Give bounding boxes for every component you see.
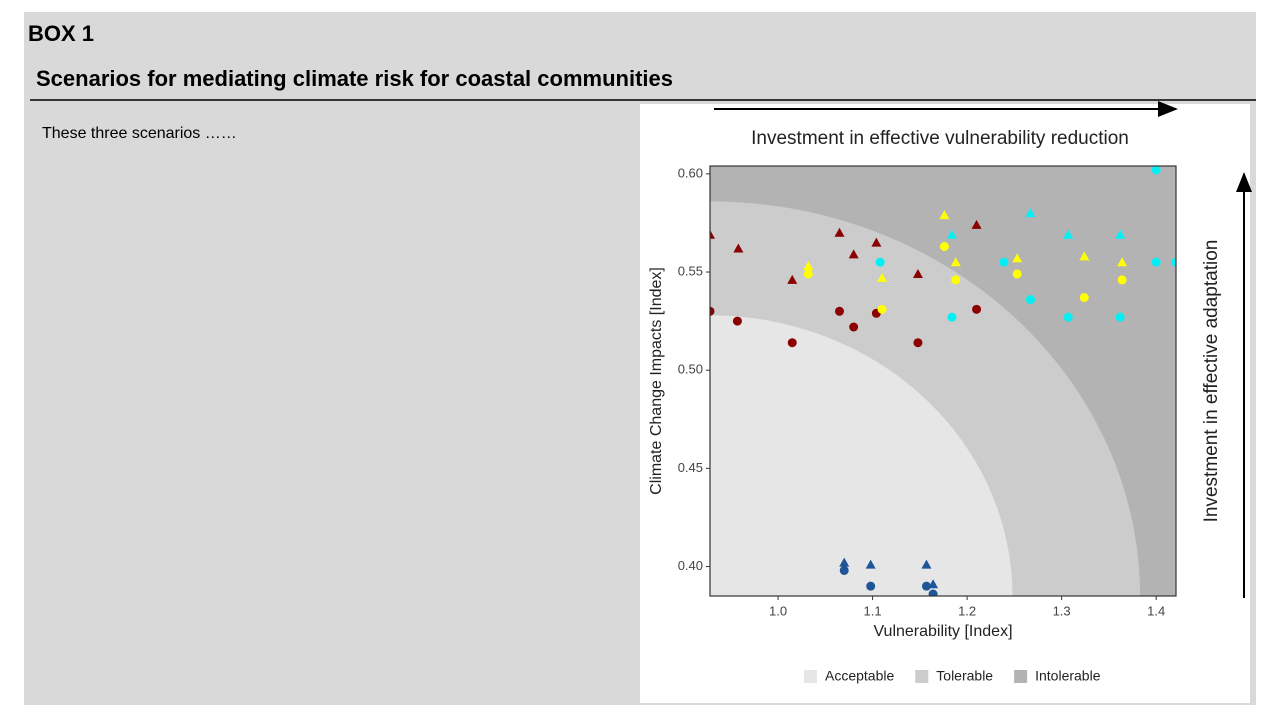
point-circle xyxy=(1063,312,1073,322)
point-triangle xyxy=(834,227,845,237)
point-circle xyxy=(1151,166,1161,175)
point-circle xyxy=(1117,275,1127,285)
point-triangle xyxy=(1117,257,1128,267)
x-tick-label: 1.3 xyxy=(1053,603,1071,618)
point-triangle xyxy=(921,559,932,569)
region xyxy=(710,315,1013,596)
point-triangle xyxy=(848,249,859,259)
point-circle xyxy=(710,306,715,316)
point-triangle xyxy=(787,274,798,284)
legend-label: Acceptable xyxy=(825,668,894,684)
point-triangle xyxy=(950,257,961,267)
point-circle xyxy=(951,275,961,285)
point-circle xyxy=(947,312,957,322)
point-triangle xyxy=(865,559,876,569)
legend-label: Intolerable xyxy=(1035,668,1101,684)
legend-swatch xyxy=(1014,670,1028,683)
point-circle xyxy=(921,581,931,591)
point-triangle xyxy=(877,272,888,282)
point-triangle xyxy=(946,229,957,239)
point-circle xyxy=(913,338,923,348)
y-tick-label: 0.45 xyxy=(678,460,703,475)
point-triangle xyxy=(1025,208,1036,218)
point-triangle xyxy=(1079,251,1090,261)
plot-area xyxy=(710,166,1176,596)
point-circle xyxy=(787,338,797,348)
box-title: Scenarios for mediating climate risk for… xyxy=(36,66,673,91)
point-triangle xyxy=(1115,229,1126,239)
point-circle xyxy=(732,316,742,326)
point-circle xyxy=(972,304,982,314)
point-circle xyxy=(834,306,844,316)
y-tick-label: 0.50 xyxy=(678,362,703,377)
point-triangle xyxy=(733,243,744,253)
x-tick-label: 1.0 xyxy=(769,603,787,618)
point-circle xyxy=(939,242,949,252)
point-circle xyxy=(1025,295,1035,305)
point-triangle xyxy=(971,219,982,229)
point-circle xyxy=(1012,269,1022,279)
legend-label: Tolerable xyxy=(936,668,993,684)
top-label: Investment in effective vulnerability re… xyxy=(751,128,1129,149)
point-circle xyxy=(839,565,849,575)
x-tick-label: 1.4 xyxy=(1147,603,1165,618)
point-circle xyxy=(1115,312,1125,322)
x-tick-label: 1.1 xyxy=(864,603,882,618)
point-circle xyxy=(849,322,859,332)
body-text: These three scenarios …… xyxy=(42,125,237,142)
point-triangle xyxy=(839,557,850,567)
point-circle xyxy=(803,269,813,279)
point-circle xyxy=(877,304,887,314)
x-tick-label: 1.2 xyxy=(958,603,976,618)
point-circle xyxy=(999,257,1009,267)
legend-swatch xyxy=(804,670,817,683)
y-tick-label: 0.55 xyxy=(678,263,703,278)
point-triangle xyxy=(939,210,950,220)
point-triangle xyxy=(710,229,715,239)
point-triangle xyxy=(912,268,923,278)
point-circle xyxy=(1079,293,1089,303)
point-circle xyxy=(928,589,938,596)
point-circle xyxy=(866,581,876,591)
point-circle xyxy=(1151,257,1161,267)
y-tick-label: 0.60 xyxy=(678,165,703,180)
point-circle xyxy=(875,257,885,267)
y-axis-title: Climate Change Impacts [Index] xyxy=(648,267,665,495)
point-triangle xyxy=(871,237,882,247)
legend-swatch xyxy=(915,670,929,683)
point-triangle xyxy=(1012,253,1023,263)
point-triangle xyxy=(1063,229,1074,239)
plot-frame xyxy=(709,165,1177,597)
y-tick-label: 0.40 xyxy=(678,558,703,573)
point-circle xyxy=(1171,257,1176,267)
right-label: Investment in effective adaptation xyxy=(1201,240,1222,523)
box-label: BOX 1 xyxy=(28,21,94,46)
x-axis-title: Vulnerability [Index] xyxy=(873,623,1012,640)
point-triangle xyxy=(803,261,814,271)
